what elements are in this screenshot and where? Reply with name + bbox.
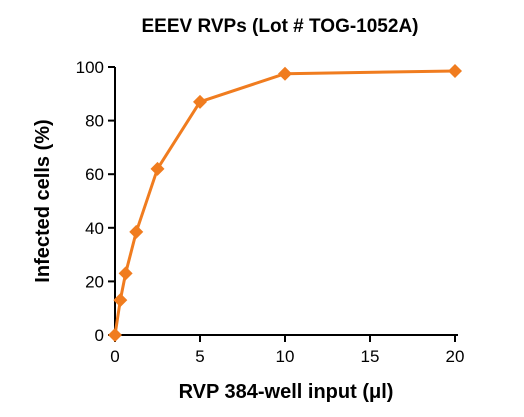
y-tick-label: 20 <box>85 272 104 291</box>
data-point-marker <box>108 328 122 342</box>
y-tick-label: 40 <box>85 219 104 238</box>
series-layer <box>108 64 462 342</box>
x-tick-label: 20 <box>446 347 465 366</box>
x-tick-label: 0 <box>110 347 119 366</box>
x-axis-label: RVP 384-well input (μl) <box>179 381 394 403</box>
data-point-marker <box>278 66 292 81</box>
y-axis-ticks: 0 20 40 60 80 100 <box>76 58 115 345</box>
chart-title: EEEV RVPs (Lot # TOG-1052A) <box>142 16 419 37</box>
y-tick-label: 60 <box>85 165 104 184</box>
x-axis-ticks: 0 5 10 15 20 <box>110 335 464 366</box>
data-point-marker <box>150 161 165 176</box>
y-tick-label: 80 <box>85 112 104 131</box>
y-axis-label: Infected cells (%) <box>32 119 54 282</box>
x-tick-label: 10 <box>276 347 295 366</box>
data-point-marker <box>129 224 144 239</box>
data-point-marker <box>113 293 128 308</box>
series-line <box>113 69 456 336</box>
data-point-marker <box>118 266 133 281</box>
y-tick-label: 0 <box>95 326 104 345</box>
y-tick-label: 100 <box>76 58 104 77</box>
data-point-marker <box>448 64 462 79</box>
data-point-marker <box>193 94 207 109</box>
x-tick-label: 5 <box>195 347 204 366</box>
x-tick-label: 15 <box>361 347 380 366</box>
